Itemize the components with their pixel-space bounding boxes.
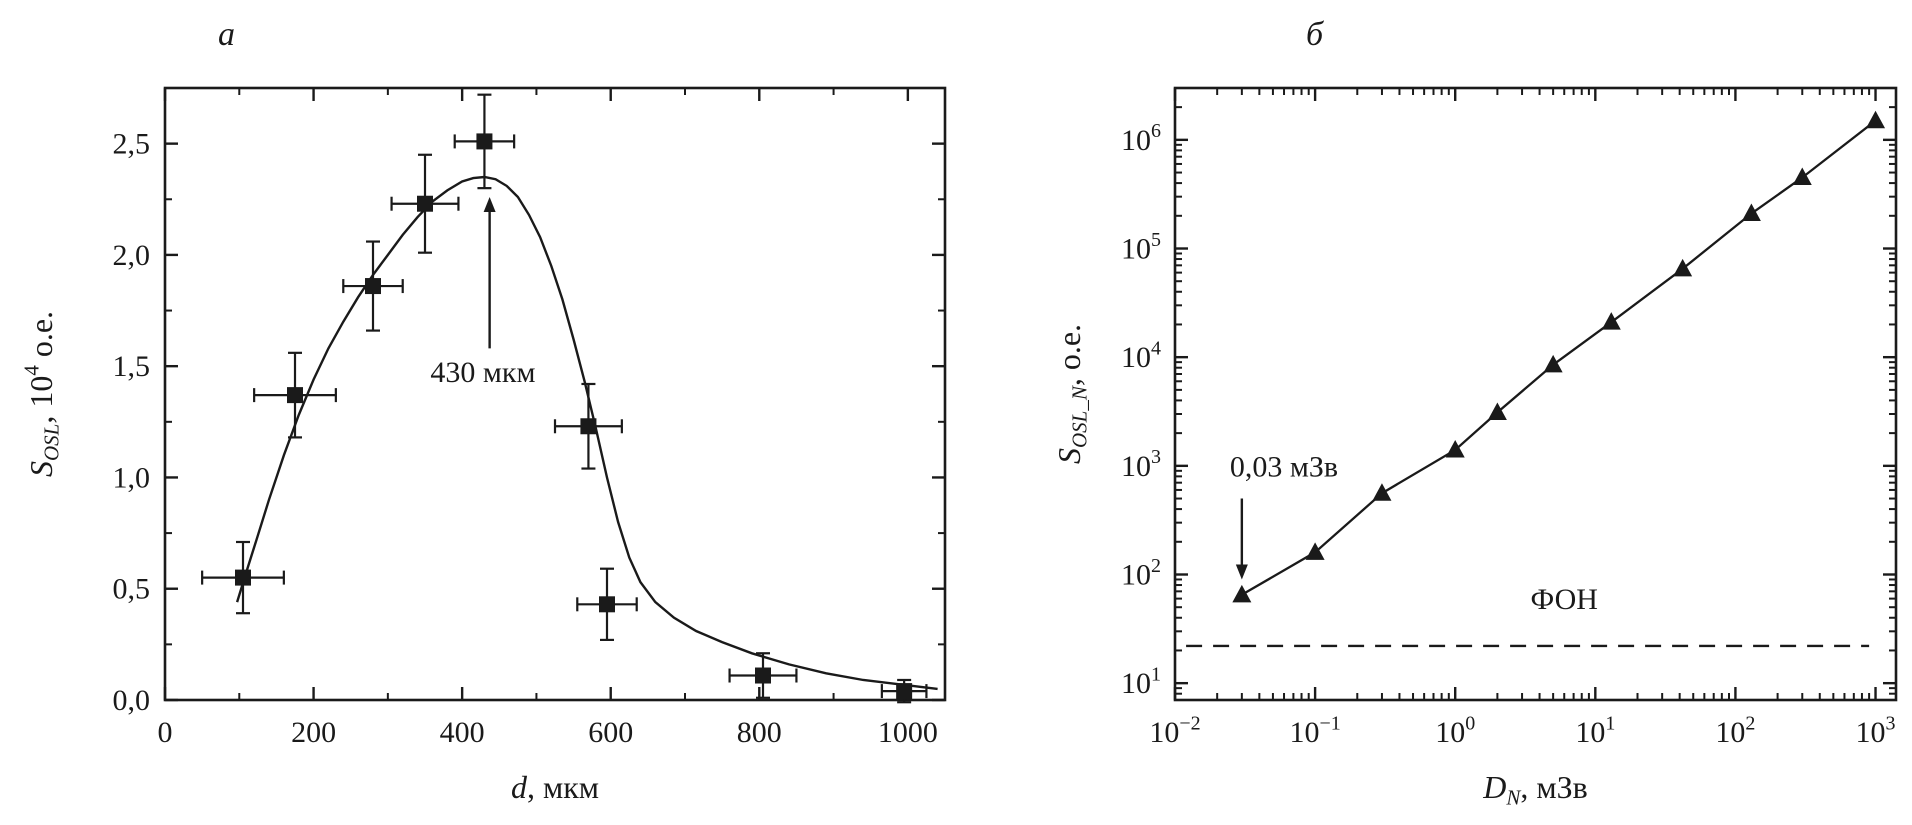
x-tick-label: 10−2 (1149, 712, 1200, 749)
data-point-triangle (1601, 312, 1621, 330)
arrow-down-icon (1235, 564, 1248, 580)
panel-b-label: б (1306, 16, 1324, 53)
x-tick-label: 1000 (878, 716, 938, 749)
fit-curve (235, 175, 938, 691)
panel-b-ticks (1173, 88, 1896, 700)
panel-b-xaxis-title: DN, мЗв (1482, 769, 1588, 809)
y-tick-label: 103 (1121, 446, 1161, 483)
data-point-square (553, 382, 623, 470)
y-tick-label: 102 (1121, 555, 1161, 592)
data-point-square (253, 351, 337, 439)
y-tick-label: 104 (1121, 338, 1161, 375)
data-point-square (342, 240, 404, 332)
panel-a-xaxis-title: d, мкм (511, 769, 599, 805)
x-tick-label: 102 (1715, 712, 1755, 749)
panel-a: 0 200 400 600 800 1000 0,0 0,5 1,0 1,5 2,0 2,5 430 м… (20, 86, 947, 805)
panel-a-ticks (163, 88, 945, 702)
x-tick-label: 200 (291, 716, 336, 749)
panel-a-label: а (218, 16, 235, 53)
data-point-triangle (1372, 483, 1392, 501)
panel-a-yaxis-title: SOSL, 104 о.е. (20, 311, 64, 477)
x-tick-label: 0 (158, 716, 173, 749)
annotation-peak-size: 430 мкм (430, 356, 535, 389)
data-point-triangle (1741, 203, 1761, 221)
data-point-triangle (1305, 542, 1325, 560)
y-tick-label: 106 (1121, 120, 1161, 157)
data-point-triangle (1866, 110, 1886, 129)
x-tick-label: 400 (440, 716, 485, 749)
annotation-min-dose: 0,03 мЗв (1230, 450, 1338, 483)
data-point-square (576, 567, 638, 642)
y-tick-label: 1,5 (113, 350, 151, 383)
data-point-square (453, 93, 516, 190)
panel-a-frame (163, 86, 947, 702)
panel-b-points (1232, 110, 1886, 603)
y-tick-label: 0,0 (113, 684, 151, 717)
y-tick-label: 2,5 (113, 128, 151, 161)
x-tick-label: 10−1 (1289, 712, 1340, 749)
data-point-triangle (1445, 439, 1465, 458)
data-point-square (728, 652, 798, 699)
panel-b: 10−2 10−1 100 101 102 103 101 102 103 104 105 106 ФО… (1051, 86, 1898, 809)
y-tick-label: 0,5 (113, 573, 151, 606)
x-tick-label: 600 (588, 716, 633, 749)
data-point-square (390, 153, 460, 254)
y-tick-label: 1,0 (113, 461, 151, 494)
dose-response-line (1241, 119, 1877, 596)
data-point-square (880, 678, 928, 704)
y-tick-label: 2,0 (113, 239, 151, 272)
panel-b-yaxis-title: SOSL_N, о.е. (1051, 324, 1091, 464)
data-point-triangle (1543, 354, 1563, 373)
data-point-triangle (1673, 258, 1693, 277)
panel-b-frame (1173, 86, 1898, 702)
data-point-triangle (1792, 167, 1812, 186)
y-tick-label: 105 (1121, 229, 1161, 266)
x-tick-label: 100 (1435, 712, 1475, 749)
panel-a-points (201, 93, 928, 704)
data-point-triangle (1232, 584, 1252, 603)
x-tick-label: 103 (1856, 712, 1896, 749)
background-label: ФОН (1531, 583, 1598, 616)
x-tick-label: 101 (1575, 712, 1615, 749)
x-tick-label: 800 (737, 716, 782, 749)
data-point-square (201, 540, 285, 615)
data-point-triangle (1487, 402, 1507, 420)
arrow-up-icon (483, 197, 496, 213)
y-tick-label: 101 (1121, 664, 1161, 701)
